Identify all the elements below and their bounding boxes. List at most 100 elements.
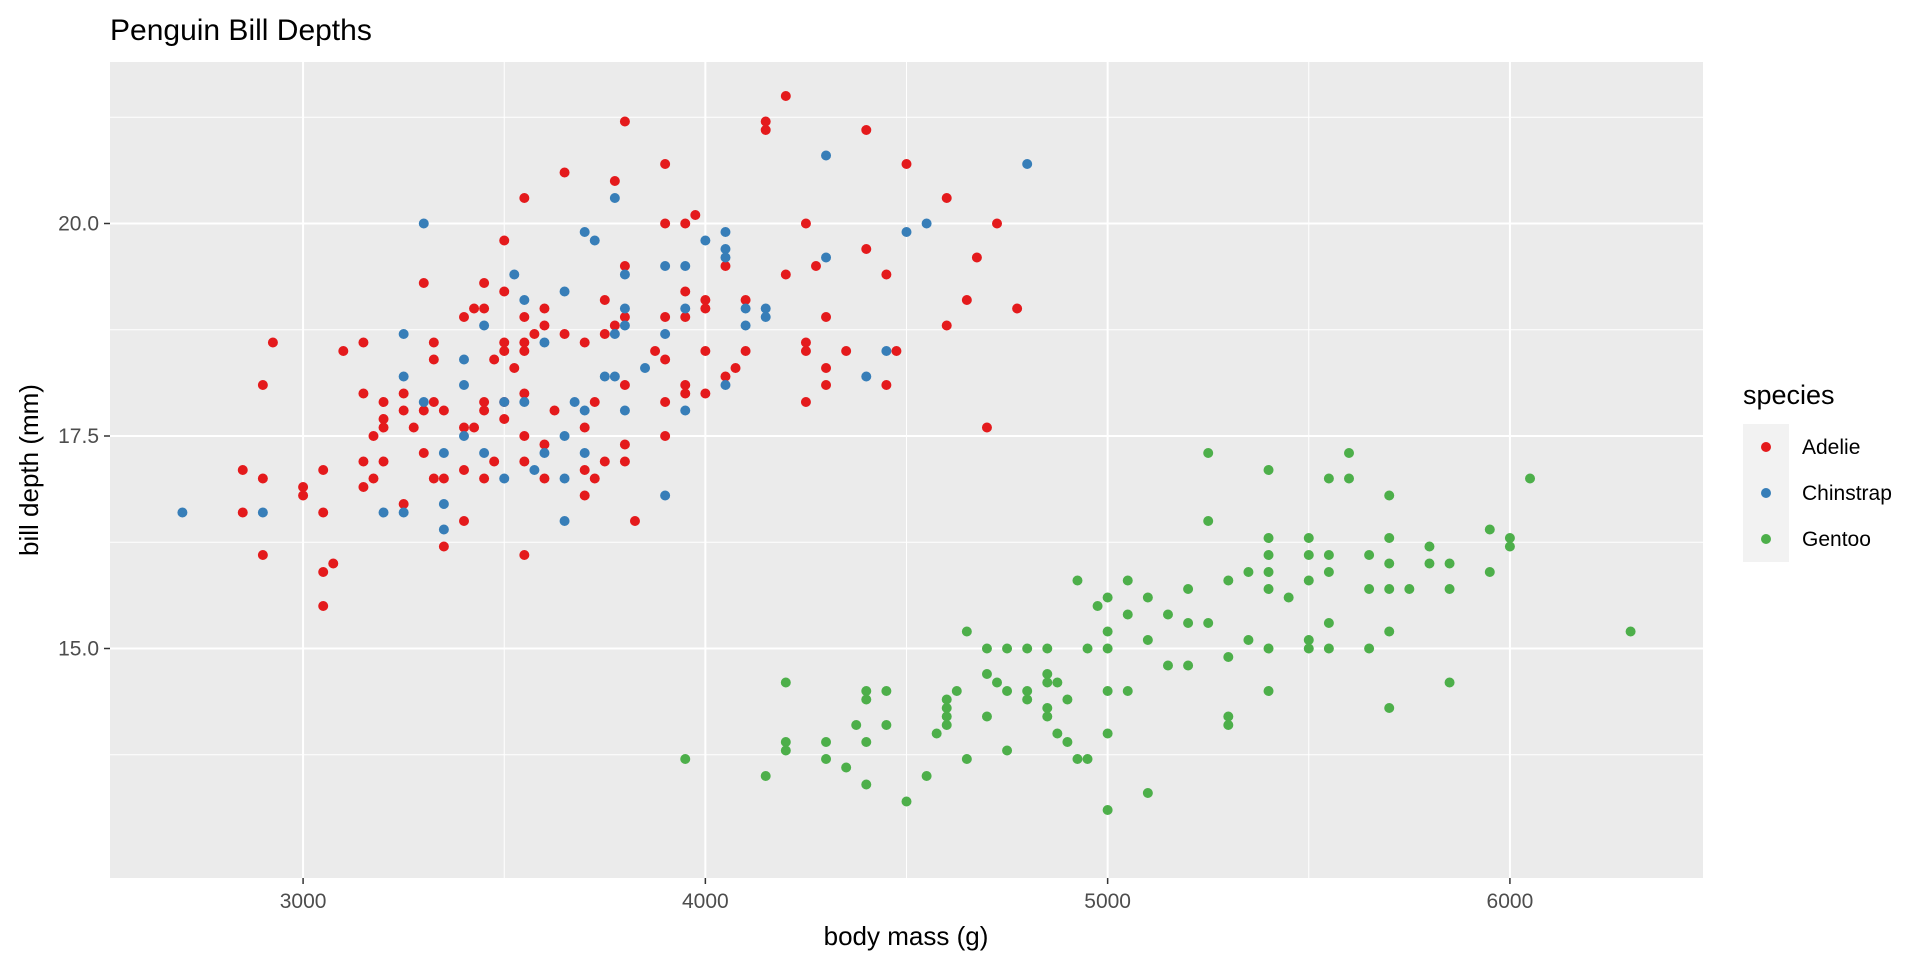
data-point-adelie	[257, 473, 268, 484]
data-point-adelie	[579, 490, 590, 501]
data-point-gentoo	[1484, 567, 1495, 577]
data-point-adelie	[479, 303, 490, 314]
data-point-adelie	[650, 346, 661, 356]
data-point-chinstrap	[459, 380, 469, 390]
data-point-gentoo	[1052, 677, 1063, 688]
data-point-adelie	[700, 388, 711, 399]
data-point-gentoo	[1484, 524, 1495, 535]
data-point-adelie	[318, 601, 329, 611]
data-point-gentoo	[1122, 686, 1133, 696]
data-point-adelie	[398, 388, 409, 399]
y-tick-label: 15.0	[58, 638, 99, 661]
data-point-adelie	[740, 295, 751, 305]
data-point-adelie	[800, 397, 811, 407]
data-point-adelie	[690, 210, 701, 220]
data-point-adelie	[519, 550, 530, 560]
data-point-adelie	[318, 507, 329, 518]
legend-label-adelie: Adelie	[1802, 436, 1860, 459]
data-point-adelie	[941, 193, 952, 203]
data-point-adelie	[519, 431, 530, 441]
data-point-adelie	[318, 567, 329, 577]
data-point-adelie	[459, 465, 469, 475]
data-point-gentoo	[1303, 550, 1314, 560]
data-point-chinstrap	[740, 303, 751, 314]
data-point-gentoo	[841, 762, 852, 773]
data-point-gentoo	[1323, 643, 1334, 654]
data-point-adelie	[519, 346, 530, 356]
data-point-gentoo	[1142, 592, 1153, 603]
data-point-adelie	[378, 422, 389, 433]
grid-minor	[110, 62, 1703, 878]
legend-label-gentoo: Gentoo	[1802, 528, 1871, 551]
data-point-adelie	[660, 397, 671, 407]
data-point-gentoo	[1344, 473, 1354, 484]
data-point-gentoo	[941, 711, 952, 722]
legend-label-chinstrap: Chinstrap	[1802, 482, 1892, 505]
data-point-adelie	[499, 286, 510, 297]
data-point-chinstrap	[559, 431, 570, 441]
series-gentoo	[680, 448, 1636, 815]
data-point-adelie	[821, 312, 832, 322]
data-point-adelie	[459, 312, 469, 322]
data-point-gentoo	[1142, 635, 1153, 645]
data-point-gentoo	[1384, 626, 1395, 637]
data-point-adelie	[398, 499, 409, 509]
legend-swatch-adelie	[1761, 442, 1771, 452]
data-point-adelie	[981, 422, 992, 433]
data-point-adelie	[418, 278, 429, 288]
data-point-gentoo	[1404, 584, 1415, 594]
data-point-gentoo	[1052, 728, 1063, 739]
data-point-adelie	[418, 448, 429, 458]
series-chinstrap	[177, 150, 1033, 535]
data-point-gentoo	[1122, 575, 1133, 586]
data-point-adelie	[358, 482, 369, 492]
data-point-gentoo	[1263, 643, 1274, 654]
data-point-chinstrap	[569, 397, 580, 407]
data-point-gentoo	[1303, 643, 1314, 654]
data-point-adelie	[599, 456, 610, 467]
data-point-chinstrap	[459, 354, 469, 365]
data-point-gentoo	[861, 779, 872, 790]
data-point-gentoo	[921, 771, 932, 781]
data-point-gentoo	[1022, 686, 1033, 696]
data-point-gentoo	[1323, 473, 1334, 484]
data-point-chinstrap	[579, 227, 590, 237]
data-point-adelie	[760, 125, 771, 135]
data-point-adelie	[619, 380, 630, 390]
data-point-gentoo	[981, 669, 992, 679]
data-point-gentoo	[1303, 533, 1314, 543]
data-point-chinstrap	[398, 329, 409, 339]
x-tick-label: 5000	[1084, 890, 1131, 913]
data-point-chinstrap	[177, 507, 188, 518]
data-point-chinstrap	[609, 193, 620, 203]
data-point-gentoo	[1364, 550, 1375, 560]
data-point-chinstrap	[479, 320, 490, 331]
data-point-adelie	[459, 422, 469, 433]
data-point-chinstrap	[660, 261, 671, 271]
legend-keys: Adelie Chinstrap Gentoo	[1743, 424, 1892, 562]
data-point-adelie	[810, 261, 821, 271]
data-point-gentoo	[1082, 643, 1093, 654]
data-point-adelie	[479, 473, 490, 484]
data-point-gentoo	[861, 737, 872, 747]
data-point-adelie	[358, 456, 369, 467]
data-point-gentoo	[1042, 677, 1053, 688]
data-point-adelie	[499, 414, 510, 424]
data-point-gentoo	[1042, 643, 1053, 654]
data-point-chinstrap	[378, 507, 389, 518]
data-point-adelie	[539, 473, 550, 484]
data-point-adelie	[700, 295, 711, 305]
data-point-gentoo	[1243, 635, 1254, 645]
data-point-gentoo	[1444, 677, 1455, 688]
data-point-gentoo	[1042, 711, 1053, 722]
data-point-adelie	[368, 473, 379, 484]
data-point-chinstrap	[619, 320, 630, 331]
data-point-gentoo	[1102, 728, 1113, 739]
data-point-chinstrap	[660, 329, 671, 339]
y-tick-label: 20.0	[58, 213, 99, 236]
data-point-adelie	[861, 125, 872, 135]
data-point-gentoo	[1002, 686, 1013, 696]
data-point-gentoo	[1424, 558, 1435, 569]
data-point-chinstrap	[720, 380, 731, 390]
data-point-adelie	[579, 465, 590, 475]
